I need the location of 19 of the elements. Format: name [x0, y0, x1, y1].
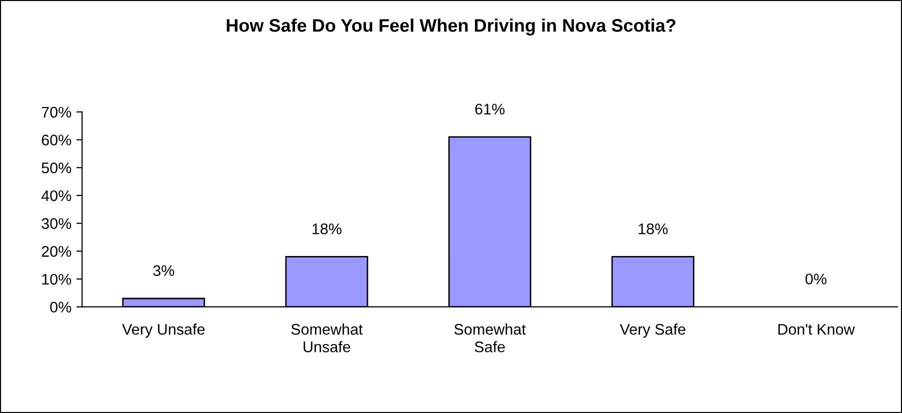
data-label: 18% — [638, 223, 668, 234]
data-label: 3% — [153, 265, 174, 276]
data-label: 18% — [312, 223, 342, 234]
x-tick-label: Very Safe — [620, 324, 686, 338]
y-tick-label: 40% — [41, 190, 72, 202]
y-tick-label: 70% — [42, 106, 72, 118]
y-tick-label: 60% — [42, 134, 72, 146]
data-label: 61% — [475, 104, 505, 115]
data-label: 0% — [806, 274, 826, 284]
x-tick-label: Very Unsafe — [122, 324, 205, 338]
chart-title: How Safe Do You Feel When Driving in Nova Scotia? — [226, 18, 676, 36]
y-tick-label: 20% — [42, 246, 72, 257]
y-tick-label: 50% — [42, 162, 72, 174]
x-tick-label: Don't Know — [778, 324, 855, 335]
y-tick-label: 10% — [42, 274, 72, 285]
x-tick-label: Somewhat Safe — [454, 324, 526, 352]
x-tick-label: Somewhat Unsafe — [291, 324, 363, 352]
y-tick-label: 0% — [50, 302, 72, 313]
y-tick-label: 30% — [42, 218, 72, 229]
